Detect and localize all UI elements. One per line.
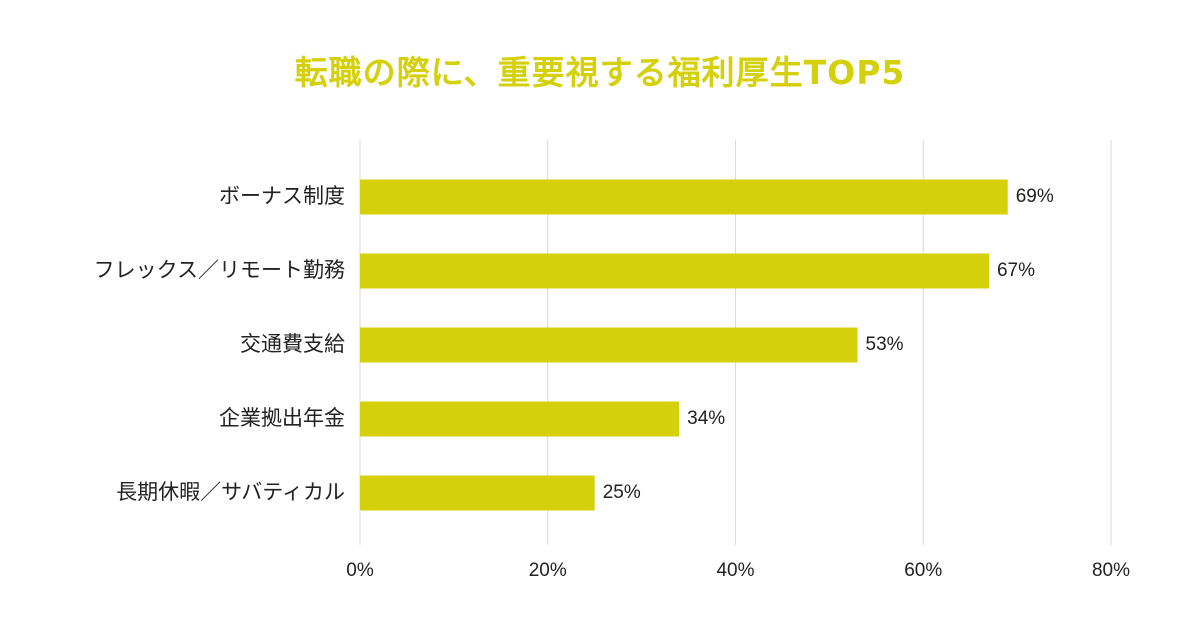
category-label: 長期休暇／サバティカル xyxy=(116,480,345,504)
value-label: 67% xyxy=(997,260,1035,281)
x-tick-label: 80% xyxy=(1092,560,1130,581)
bars xyxy=(360,179,1008,511)
bar xyxy=(360,179,1008,215)
category-label: フレックス／リモート勤務 xyxy=(94,258,345,282)
x-axis-tick-labels: 0% 20% 40% 60% 80% xyxy=(346,560,1130,581)
bar xyxy=(360,475,595,511)
category-label: ボーナス制度 xyxy=(219,184,345,208)
x-tick-label: 40% xyxy=(716,560,754,581)
bar xyxy=(360,253,989,289)
value-label: 25% xyxy=(603,482,641,503)
category-label: 交通費支給 xyxy=(240,332,345,356)
chart-title: 転職の際に、重要視する福利厚生TOP5 xyxy=(294,53,906,92)
x-tick-label: 0% xyxy=(346,560,374,581)
category-label: 企業拠出年金 xyxy=(219,406,345,430)
value-label: 34% xyxy=(687,408,725,429)
x-tick-label: 20% xyxy=(529,560,567,581)
value-label: 69% xyxy=(1016,186,1054,207)
bar xyxy=(360,327,858,363)
bar xyxy=(360,401,680,437)
value-labels: 69% 67% 53% 34% 25% xyxy=(603,186,1054,503)
x-tick-label: 60% xyxy=(904,560,942,581)
value-label: 53% xyxy=(866,334,904,355)
